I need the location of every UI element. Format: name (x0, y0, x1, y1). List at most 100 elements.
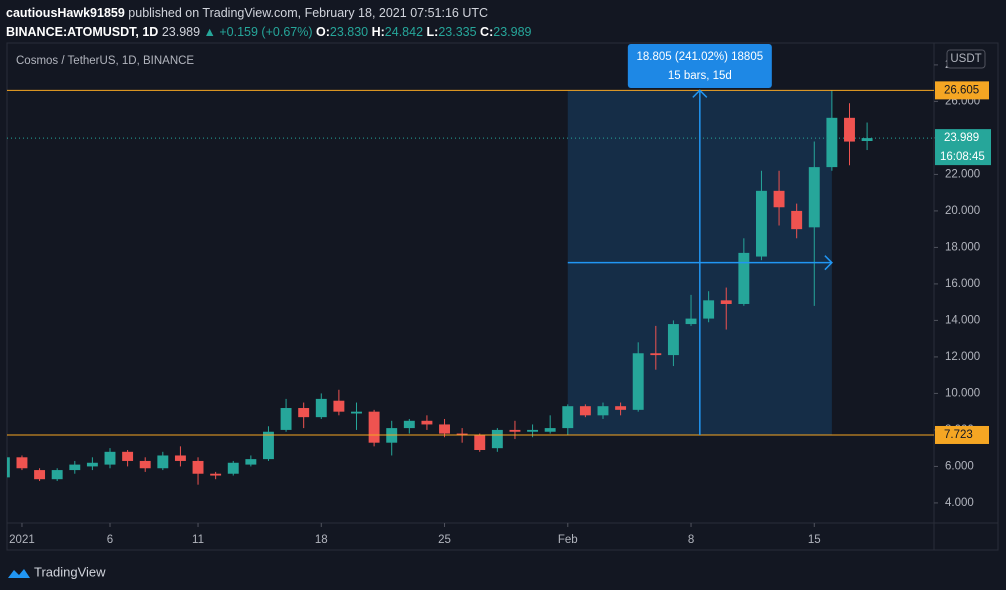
candle-body (491, 429, 503, 449)
candle-body (826, 117, 838, 168)
hline-label: 7.723 (944, 429, 973, 441)
ohlc-label: L: (426, 25, 439, 39)
candle-body (808, 167, 820, 228)
ohlc-value: 23.989 (493, 25, 532, 39)
hline-label-bg (935, 81, 989, 100)
ohlc-label: C: (480, 25, 494, 39)
candle-body (7, 457, 10, 478)
candle-body (615, 406, 627, 410)
candle-body (755, 190, 767, 257)
candle-body (315, 398, 327, 418)
candle-body (844, 117, 855, 142)
candle-body (632, 353, 644, 410)
y-tick-label: 10.000 (945, 387, 980, 399)
y-tick-label: 6.000 (945, 460, 974, 472)
ohlc-label: O: (315, 25, 330, 39)
candle-body (210, 473, 222, 476)
candle-body (333, 400, 345, 412)
hline-label-bg (935, 425, 989, 444)
price: 23.989 (161, 25, 201, 39)
measure-arrow-h (567, 255, 833, 271)
y-tick-label: 16.000 (945, 278, 980, 290)
y-tick-label: 20.000 (945, 205, 980, 217)
candle-body (245, 459, 257, 465)
publish-line: cautiousHawk91859 published on TradingVi… (6, 4, 531, 23)
published: published on TradingView.com, February 1… (128, 6, 489, 20)
candle-body (104, 451, 116, 465)
symbol-line: BINANCE:ATOMUSDT, 1D 23.989 ▲ +0.159 (+0… (6, 23, 531, 42)
candle-body (368, 411, 380, 443)
candle-body (34, 470, 46, 480)
candle-body (174, 455, 186, 461)
candle-body (773, 190, 785, 208)
countdown: 16:08:45 (940, 151, 985, 163)
measure-sublabel: 15 bars, 15d (668, 70, 732, 82)
header: cautiousHawk91859 published on TradingVi… (6, 4, 531, 42)
candle-body (139, 460, 151, 469)
candle-body (439, 424, 450, 434)
candle-body (738, 252, 750, 304)
candle-body (16, 457, 28, 469)
y-tick-label: 14.000 (945, 314, 980, 326)
candle-body (562, 406, 574, 429)
candle-body (720, 300, 732, 304)
symbol: BINANCE:ATOMUSDT, 1D (6, 25, 159, 39)
x-tick-label: 18 (315, 534, 328, 546)
currency-badge (946, 49, 986, 69)
candle-body (86, 462, 98, 467)
measure-label: 18.805 (241.02%) 18805 (637, 51, 764, 63)
candle-body (421, 420, 433, 425)
x-tick-label: 2021 (9, 534, 35, 546)
brand-logo (8, 569, 30, 578)
x-tick-label: 11 (192, 534, 204, 546)
chart-title: Cosmos / TetherUS, 1D, BINANCE (16, 55, 194, 67)
candle-body (650, 353, 662, 356)
candle-body (685, 318, 697, 325)
candle-body (280, 408, 292, 430)
last-price-bg (935, 129, 991, 166)
ohlc-value: 24.842 (384, 25, 424, 39)
chart-frame (6, 42, 999, 551)
candle-body (703, 300, 715, 319)
x-tick-label: 15 (808, 534, 821, 546)
y-tick-label: 12.000 (945, 351, 980, 363)
ohlc-label: H: (371, 25, 385, 39)
candle-body (227, 462, 239, 474)
candle-body (667, 324, 679, 356)
candle-body (597, 406, 609, 416)
candle-body (157, 455, 169, 469)
candle-body (69, 464, 81, 471)
candle-body (51, 470, 63, 480)
candle-body (791, 210, 803, 230)
ohlc-value: 23.335 (438, 25, 477, 39)
candle-body (351, 411, 362, 414)
x-tick-label: 6 (107, 534, 113, 546)
candle-body (474, 435, 486, 450)
candle-body (263, 431, 274, 460)
brand: TradingView (34, 564, 106, 579)
author: cautiousHawk91859 (6, 6, 125, 20)
candle-body (122, 451, 134, 461)
last-price-label: 23.989 (944, 132, 979, 144)
measure-box (627, 44, 772, 88)
candle-body (527, 429, 539, 432)
change: ▲ +0.159 (+0.67%) (203, 25, 313, 39)
x-tick-label: 25 (438, 534, 451, 546)
candle-body (861, 138, 873, 142)
x-tick-label: 8 (688, 534, 694, 546)
candle-body (579, 406, 591, 416)
y-tick-label: 22.000 (945, 168, 980, 180)
y-tick-label: 18.000 (945, 241, 980, 253)
x-tick-label: Feb (558, 534, 578, 546)
ohlc-value: 23.830 (329, 25, 369, 39)
currency: USDT (950, 53, 981, 65)
y-tick-label: 4.000 (945, 497, 974, 509)
candle-body (544, 428, 556, 432)
hline-label: 26.605 (944, 84, 979, 96)
candle-body (403, 420, 415, 429)
candle-body (509, 429, 521, 432)
candle-body (192, 460, 204, 474)
candle-body (298, 408, 310, 418)
